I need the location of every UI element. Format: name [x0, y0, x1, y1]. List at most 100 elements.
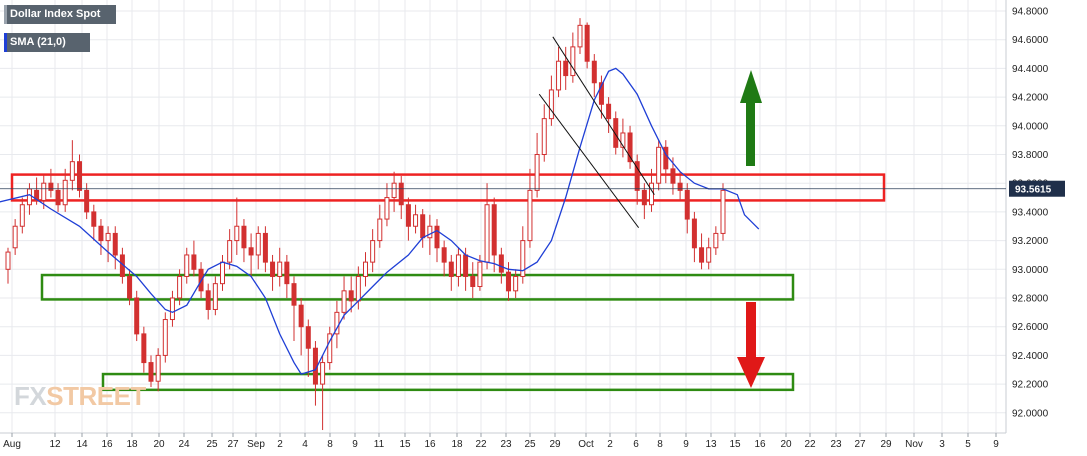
- candle: [384, 183, 390, 227]
- candle-body: [277, 261, 283, 277]
- price-axis: 94.8000 94.6000 94.4000 94.2000 94.0000 93.80…: [0, 0, 1065, 434]
- x-tick-label: 27: [854, 439, 866, 450]
- candle: [448, 254, 454, 291]
- x-tick-label: 18: [126, 439, 138, 450]
- candle: [713, 226, 719, 255]
- candle: [520, 226, 526, 284]
- candle-body: [191, 254, 197, 270]
- candle-body: [491, 204, 497, 256]
- candle-body: [34, 189, 40, 201]
- candle: [62, 168, 68, 212]
- candle: [527, 168, 533, 248]
- candle-body: [348, 290, 354, 302]
- candle-body: [548, 89, 554, 120]
- candle: [699, 233, 705, 270]
- candle: [563, 46, 569, 90]
- candle-body: [706, 247, 712, 263]
- candle: [298, 298, 304, 356]
- candle-body: [5, 251, 11, 270]
- x-tick-label: 16: [424, 439, 436, 450]
- candle: [112, 226, 118, 270]
- candle-body: [448, 261, 454, 277]
- zone-support-lower: [101, 372, 795, 392]
- candle-body: [363, 261, 368, 277]
- candle-body: [634, 161, 640, 191]
- candle: [212, 276, 218, 316]
- y-tick-label: 94.6000: [1012, 35, 1049, 46]
- y-tick-label: 94.2000: [1012, 93, 1049, 104]
- candle-body: [591, 60, 597, 84]
- y-tick-label: 93.0000: [1012, 265, 1049, 276]
- candle-body: [463, 254, 469, 277]
- candle: [377, 204, 383, 248]
- candle-body: [355, 275, 361, 302]
- x-tick-label: 13: [705, 439, 717, 450]
- candle: [155, 348, 161, 392]
- x-tick-label: 23: [500, 439, 512, 450]
- candle: [320, 355, 326, 431]
- candle-body: [212, 283, 218, 310]
- candle-body: [98, 225, 104, 242]
- indicator-label: SMA (21,0): [10, 36, 66, 48]
- x-tick-label: 9: [993, 439, 999, 450]
- candle: [177, 269, 183, 306]
- candle-body: [184, 254, 190, 277]
- candle-body: [298, 304, 304, 328]
- candle: [98, 219, 104, 255]
- x-tick-label: 25: [524, 439, 536, 450]
- x-tick-label: 29: [549, 439, 561, 450]
- watermark-logo: FXSTREET: [14, 381, 146, 412]
- instrument-label: Dollar Index Spot: [10, 8, 101, 20]
- candle: [270, 254, 276, 291]
- candle: [148, 355, 154, 387]
- candle: [77, 154, 82, 198]
- candle-body: [656, 146, 662, 184]
- x-tick-label: 18: [451, 439, 463, 450]
- candle: [205, 283, 211, 320]
- candle: [48, 168, 54, 198]
- x-tick-label: Oct: [578, 439, 594, 450]
- candle-body: [691, 218, 697, 249]
- watermark-part-b: STREET: [46, 381, 146, 411]
- candle-body: [677, 182, 683, 191]
- x-tick-label: 11: [374, 439, 385, 450]
- candle: [441, 240, 447, 277]
- candle: [405, 197, 411, 241]
- sma-polyline: [0, 67, 760, 375]
- candle: [606, 97, 612, 133]
- candle-body: [262, 232, 268, 263]
- candle-body: [41, 182, 47, 201]
- candle-body: [620, 132, 626, 148]
- candle-body: [520, 240, 526, 277]
- indicator-legend: SMA (21,0): [4, 33, 90, 52]
- candle-body: [649, 182, 654, 206]
- candle-body: [291, 283, 297, 306]
- candle: [305, 319, 311, 377]
- candle: [234, 197, 240, 255]
- candle: [248, 233, 254, 277]
- candle: [327, 326, 333, 370]
- candle: [720, 183, 726, 241]
- candle: [291, 276, 297, 342]
- candle-body: [55, 189, 61, 206]
- candle: [691, 211, 697, 263]
- candle-body: [148, 362, 154, 382]
- candle-body: [684, 189, 690, 220]
- candle-body: [305, 326, 311, 349]
- candle-body: [455, 254, 461, 277]
- candle: [127, 269, 133, 306]
- x-tick-label: 4: [302, 439, 308, 450]
- candle-body: [670, 168, 676, 184]
- candle: [656, 140, 662, 191]
- candle: [12, 219, 18, 255]
- x-tick-label: 12: [49, 439, 61, 450]
- candle-body: [377, 218, 383, 242]
- up-arrow-head: [740, 70, 762, 103]
- y-tick-label: 93.2000: [1012, 236, 1049, 247]
- candle: [141, 326, 147, 373]
- candle-body: [613, 118, 619, 148]
- x-tick-label: 22: [804, 439, 816, 450]
- channel-lines: [538, 36, 655, 228]
- up-arrow-shaft: [746, 100, 755, 166]
